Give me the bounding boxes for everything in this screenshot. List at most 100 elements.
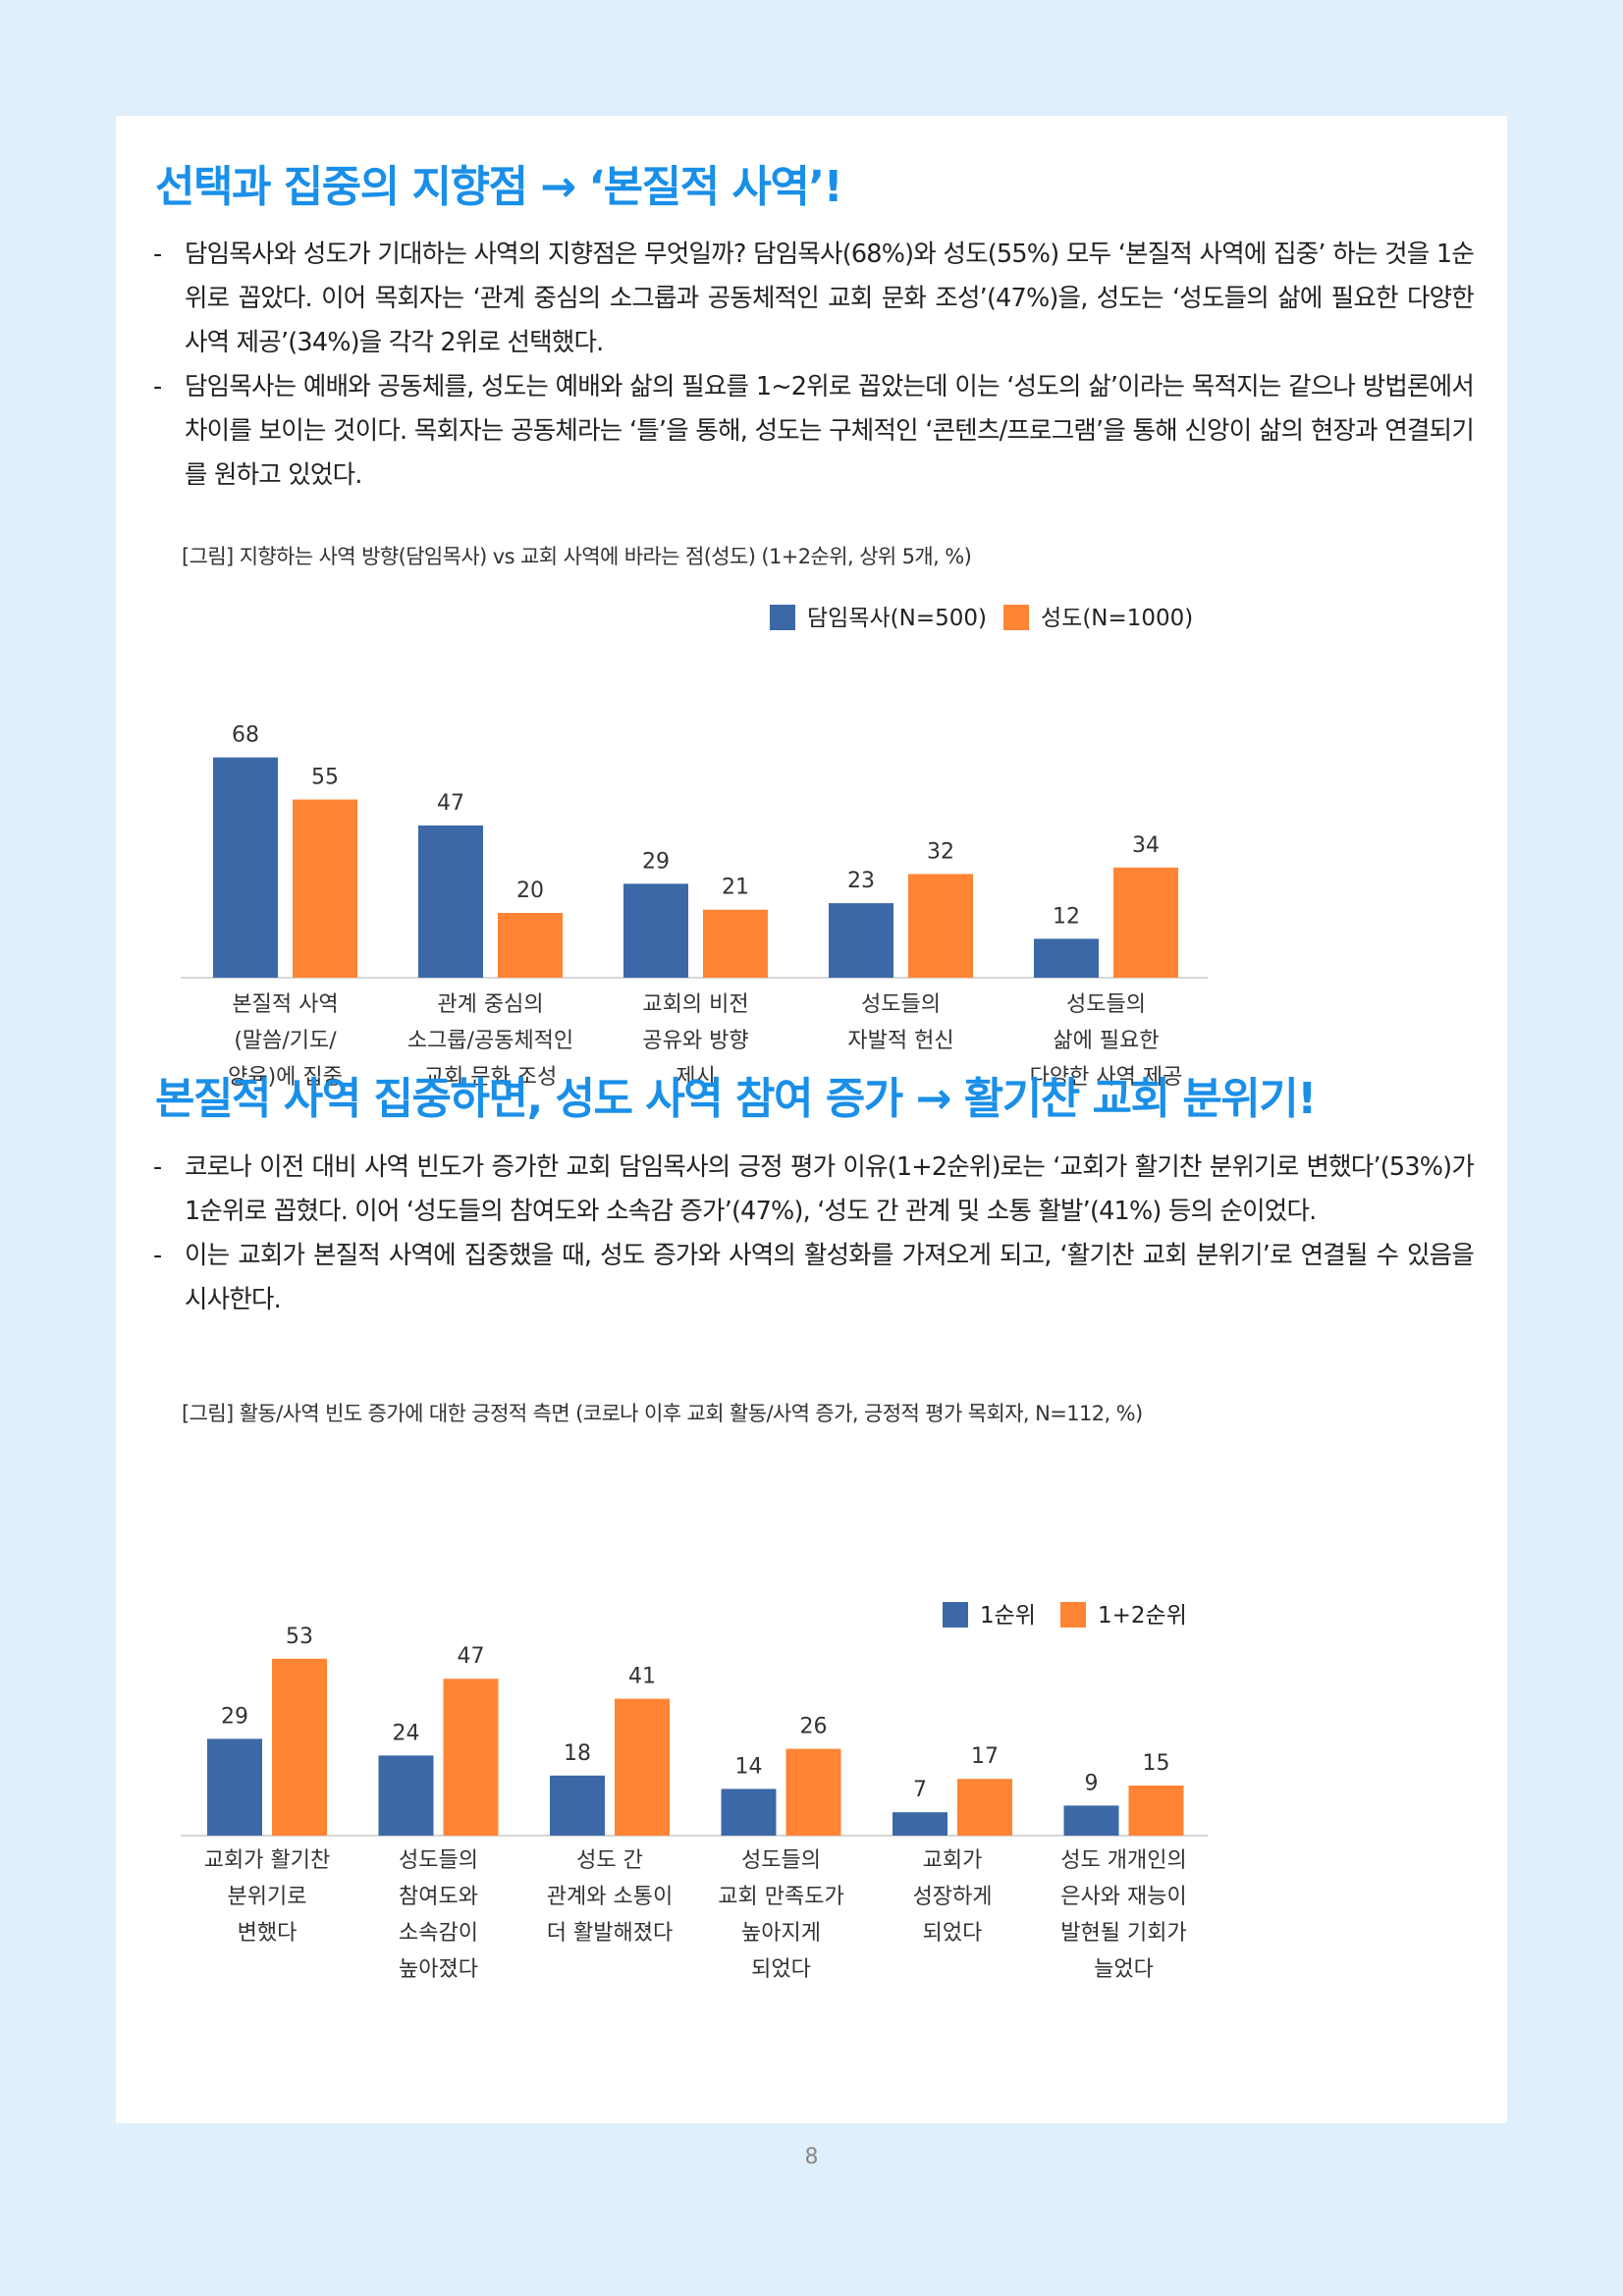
- data-label: 29: [642, 849, 670, 874]
- legend-label: 1+2순위: [1098, 1603, 1187, 1629]
- report-page: 선택과 집중의 지향점 → ‘본질적 사역’! - 담임목사와 성도가 기대하는 …: [116, 116, 1507, 2123]
- legend-label: 성도(N=1000): [1041, 606, 1193, 631]
- bar-series-2: [1113, 867, 1178, 978]
- data-label: 41: [628, 1665, 656, 1689]
- data-label: 21: [722, 876, 749, 900]
- bar-series-1: [1034, 938, 1099, 978]
- bar-series-2: [1128, 1786, 1184, 1836]
- bar-series-2: [443, 1679, 499, 1836]
- chart-1-bar-chart: 68 55 본질적 사역 (말씀/기도/양육)에 집중 47 20 관계 중심의소그룹/공동…: [181, 605, 1208, 1090]
- bar-series-2: [272, 1658, 327, 1836]
- page-number: 8: [804, 2145, 819, 2169]
- data-label: 32: [927, 839, 954, 864]
- bar-series-2: [703, 909, 768, 978]
- data-label: 23: [847, 869, 875, 893]
- data-label: 53: [286, 1625, 313, 1649]
- bar-series-2: [957, 1779, 1012, 1836]
- category-tick-label: 교회가 활기찬: [204, 1848, 330, 1873]
- data-label: 68: [232, 723, 259, 748]
- bar-series-1: [623, 883, 688, 978]
- chart-1-caption: [그림] 지향하는 사역 방향(담임목사) vs 교회 사역에 바라는 점(성도…: [182, 545, 972, 568]
- category-tick-label: 성도 간: [576, 1848, 643, 1873]
- legend-label: 담임목사(N=500): [807, 606, 987, 631]
- data-label: 24: [393, 1721, 420, 1745]
- data-label: 26: [800, 1715, 828, 1739]
- category-tick-label: 공유와 방향: [642, 1029, 748, 1053]
- bullet-item: - 코로나 이전 대비 사역 빈도가 증가한 교회 담임목사의 긍정 평가 이유(…: [153, 1152, 1475, 1226]
- bar-series-2: [908, 874, 973, 978]
- bar-series-1: [893, 1812, 947, 1836]
- bar-series-1: [207, 1738, 262, 1836]
- data-label: 9: [1085, 1771, 1099, 1795]
- category-tick-label: 성도들의: [399, 1848, 478, 1873]
- category-tick-label: 참여도와: [399, 1885, 478, 1909]
- category-tick-label: 높아지게: [741, 1921, 821, 1946]
- category-tick-label: 관계 중심의: [437, 992, 543, 1017]
- category-tick-label: 성장하게: [913, 1885, 993, 1909]
- section-2-bullets: - 코로나 이전 대비 사역 빈도가 증가한 교회 담임목사의 긍정 평가 이유(…: [153, 1146, 1475, 1322]
- legend-label: 1순위: [980, 1603, 1036, 1629]
- bar-series-2: [498, 913, 563, 978]
- category-tick-label: 자발적 헌신: [847, 1029, 953, 1053]
- bullet-text: 담임목사와 성도가 기대하는 사역의 지향점은 무엇일까? 담임목사(68%)와…: [185, 240, 1475, 357]
- category-tick-label: 발현될 기회가: [1060, 1921, 1186, 1946]
- category-tick-label: 은사와 재능이: [1060, 1885, 1186, 1909]
- category-tick-label: 교회의 비전: [642, 992, 748, 1017]
- bullet-item: - 담임목사와 성도가 기대하는 사역의 지향점은 무엇일까? 담임목사(68%)…: [153, 240, 1475, 357]
- bar-series-1: [378, 1755, 434, 1836]
- category-tick-label: 교회 만족도가: [718, 1885, 843, 1909]
- bar-series-1: [418, 825, 483, 978]
- category-tick-label: 소속감이: [399, 1921, 478, 1946]
- legend-swatch: [1060, 1602, 1086, 1628]
- category-tick-label: 변했다: [238, 1921, 298, 1946]
- category-tick-label: 소그룹/공동체적인: [407, 1029, 573, 1053]
- section-2-title: 본질적 사역 집중하면, 성도 사역 참여 증가 → 활기찬 교회 분위기!: [155, 1074, 1317, 1124]
- bar-series-1: [1063, 1805, 1119, 1836]
- data-label: 47: [458, 1644, 485, 1669]
- category-tick-label: 성도들의: [1066, 992, 1146, 1017]
- data-label: 7: [913, 1778, 927, 1802]
- category-tick-label: 높아졌다: [399, 1957, 478, 1982]
- data-label: 20: [516, 879, 544, 903]
- data-label: 47: [437, 791, 464, 816]
- bullet-text: 담임목사는 예배와 공동체를, 성도는 예배와 삶의 필요를 1~2위로 꼽았는…: [185, 372, 1475, 490]
- category-tick-label: 교회 문화 조성: [424, 1065, 557, 1090]
- section-1-bullets: - 담임목사와 성도가 기대하는 사역의 지향점은 무엇일까? 담임목사(68%)…: [153, 233, 1475, 498]
- category-tick-label: 삶에 필요한: [1053, 1029, 1159, 1053]
- category-tick-label: 분위기로: [228, 1885, 307, 1909]
- data-label: 34: [1132, 833, 1160, 858]
- category-tick-label: 양육)에 집중: [228, 1065, 343, 1090]
- bullet-item: - 담임목사는 예배와 공동체를, 성도는 예배와 삶의 필요를 1~2위로 꼽았…: [153, 372, 1475, 490]
- bar-series-2: [615, 1698, 670, 1836]
- legend-swatch: [770, 605, 795, 630]
- bar-series-1: [721, 1789, 777, 1836]
- bar-series-2: [293, 799, 357, 978]
- chart-2-caption: [그림] 활동/사역 빈도 증가에 대한 긍정적 측면 (코로나 이후 교회 활…: [182, 1402, 1143, 1425]
- bar-series-1: [829, 903, 893, 978]
- bar-series-1: [550, 1775, 605, 1836]
- category-tick-label: 성도들의: [741, 1848, 821, 1873]
- bullet-text: 코로나 이전 대비 사역 빈도가 증가한 교회 담임목사의 긍정 평가 이유(1…: [185, 1152, 1475, 1226]
- category-tick-label: (말씀/기도/: [234, 1029, 337, 1053]
- bullet-text: 이는 교회가 본질적 사역에 집중했을 때, 성도 증가와 사역의 활성화를 가…: [185, 1241, 1475, 1314]
- category-tick-label: 제시: [676, 1065, 715, 1090]
- category-tick-label: 되었다: [751, 1957, 811, 1982]
- category-tick-label: 교회가: [923, 1848, 983, 1873]
- category-tick-label: 관계와 소통이: [547, 1885, 673, 1909]
- bar-series-1: [213, 757, 278, 978]
- bar-series-2: [785, 1748, 841, 1836]
- section-1-title: 선택과 집중의 지향점 → ‘본질적 사역’!: [155, 162, 843, 212]
- data-label: 18: [564, 1741, 591, 1766]
- legend-swatch: [943, 1602, 968, 1628]
- data-label: 55: [311, 766, 339, 790]
- category-tick-label: 성도 개개인의: [1060, 1848, 1186, 1873]
- category-tick-label: 더 활발해졌다: [547, 1921, 673, 1946]
- data-label: 29: [221, 1704, 248, 1729]
- data-label: 14: [735, 1754, 763, 1779]
- category-tick-label: 성도들의: [861, 992, 941, 1017]
- category-tick-label: 늘었다: [1094, 1957, 1154, 1982]
- category-tick-label: 본질적 사역: [232, 992, 338, 1017]
- data-label: 15: [1143, 1751, 1170, 1776]
- category-tick-label: 다양한 사역 제공: [1030, 1065, 1183, 1090]
